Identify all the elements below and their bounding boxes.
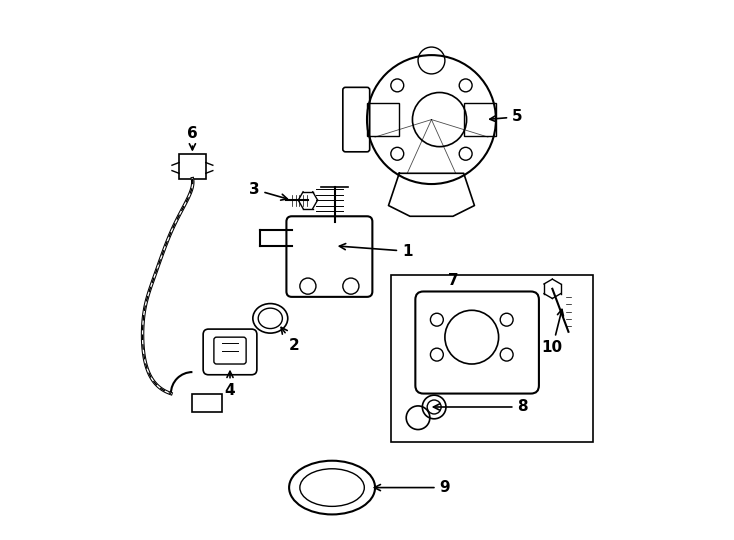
Text: 6: 6 xyxy=(187,125,197,150)
Text: 9: 9 xyxy=(374,480,450,495)
Text: 1: 1 xyxy=(339,244,413,259)
Text: 10: 10 xyxy=(542,309,564,355)
Bar xyxy=(192,394,222,413)
Text: 2: 2 xyxy=(281,327,300,353)
Bar xyxy=(391,275,592,442)
Text: 4: 4 xyxy=(225,372,236,399)
Text: 7: 7 xyxy=(448,273,458,288)
Bar xyxy=(464,104,496,136)
Bar xyxy=(179,154,206,179)
Text: 8: 8 xyxy=(433,400,528,415)
Text: 3: 3 xyxy=(249,182,287,200)
Bar xyxy=(367,104,399,136)
Text: 5: 5 xyxy=(490,110,523,124)
